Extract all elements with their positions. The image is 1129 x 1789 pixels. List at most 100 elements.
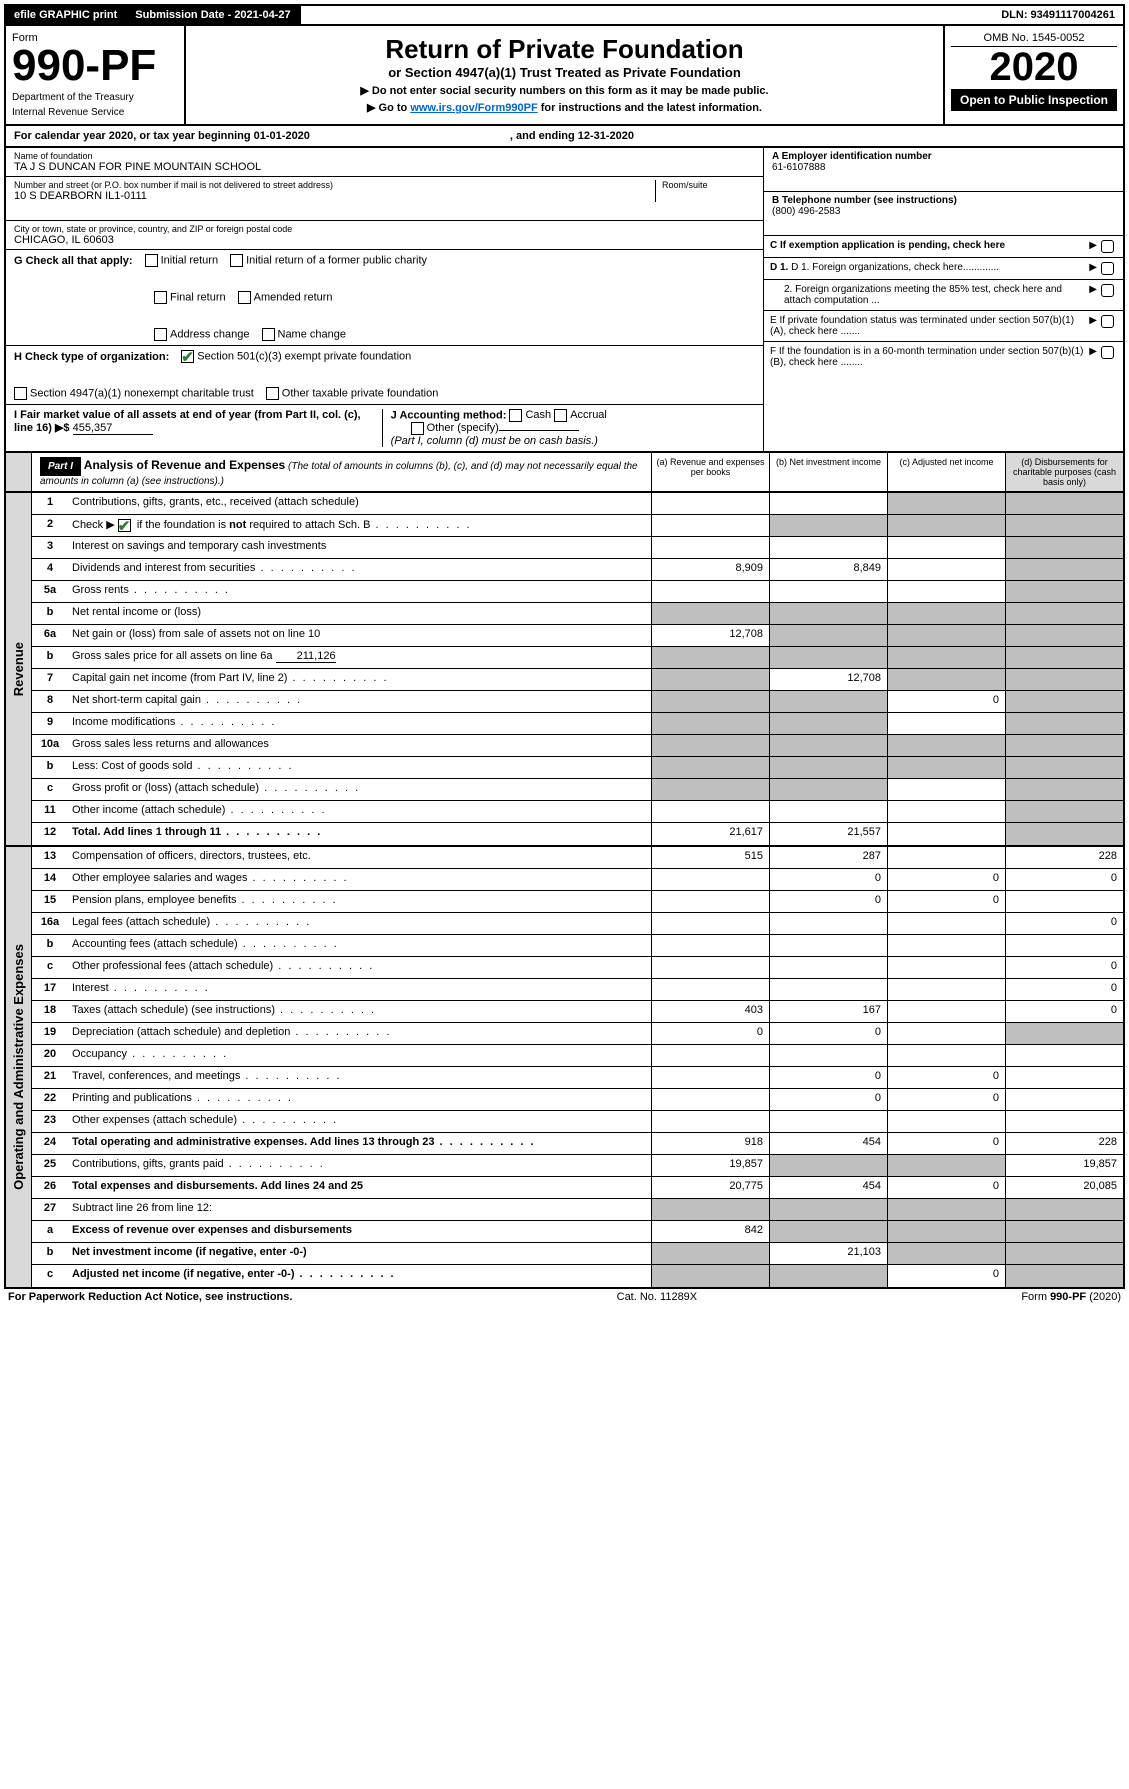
address-cell: Number and street (or P.O. box number if… (6, 177, 763, 221)
table-row: 6aNet gain or (loss) from sale of assets… (32, 625, 1123, 647)
arrow-icon: ▶ (1089, 262, 1097, 273)
row-desc: Gross profit or (loss) (attach schedule) (68, 779, 651, 800)
c-checkbox[interactable] (1101, 240, 1114, 253)
table-row: 22Printing and publications00 (32, 1089, 1123, 1111)
table-cell (1005, 1023, 1123, 1044)
table-cell (887, 979, 1005, 1000)
g-opt-initial[interactable]: Initial return (145, 254, 218, 267)
table-cell (887, 493, 1005, 514)
d1-label: D 1. D 1. Foreign organizations, check h… (770, 262, 1085, 273)
h-opt-4947[interactable]: Section 4947(a)(1) nonexempt charitable … (14, 387, 254, 400)
form-ref: Form 990-PF (2020) (1021, 1291, 1121, 1303)
table-row: 7Capital gain net income (from Part IV, … (32, 669, 1123, 691)
ein-cell: A Employer identification number 61-6107… (764, 148, 1123, 192)
table-cell (1005, 691, 1123, 712)
table-cell (651, 1045, 769, 1066)
j-accrual[interactable]: Accrual (554, 409, 607, 421)
h-opt-other[interactable]: Other taxable private foundation (266, 387, 439, 400)
table-cell (887, 957, 1005, 978)
header-center: Return of Private Foundation or Section … (186, 26, 943, 124)
arrow-icon: ▶ (1089, 346, 1097, 357)
table-cell (1005, 1243, 1123, 1264)
row-desc: Interest on savings and temporary cash i… (68, 537, 651, 558)
d1-row: D 1. D 1. Foreign organizations, check h… (764, 258, 1123, 280)
foundation-name: TA J S DUNCAN FOR PINE MOUNTAIN SCHOOL (14, 161, 755, 173)
row-number: 1 (32, 493, 68, 514)
revenue-rows: 1Contributions, gifts, grants, etc., rec… (32, 493, 1123, 845)
row-desc: Printing and publications (68, 1089, 651, 1110)
row-desc: Dividends and interest from securities (68, 559, 651, 580)
table-cell: 167 (769, 1001, 887, 1022)
row-number: 10a (32, 735, 68, 756)
row-desc: Total. Add lines 1 through 11 (68, 823, 651, 845)
row-desc: Net investment income (if negative, ente… (68, 1243, 651, 1264)
g-opt-amended[interactable]: Amended return (238, 291, 333, 304)
table-cell: 0 (887, 1067, 1005, 1088)
table-row: 9Income modifications (32, 713, 1123, 735)
table-row: 1Contributions, gifts, grants, etc., rec… (32, 493, 1123, 515)
table-cell (651, 581, 769, 602)
row-number: b (32, 757, 68, 778)
e-label: E If private foundation status was termi… (770, 315, 1085, 337)
table-cell: 20,775 (651, 1177, 769, 1198)
table-cell: 0 (887, 891, 1005, 912)
row-desc: Other expenses (attach schedule) (68, 1111, 651, 1132)
table-cell (769, 603, 887, 624)
arrow-icon: ▶ (1089, 284, 1097, 295)
table-cell (887, 1001, 1005, 1022)
table-cell: 0 (769, 1023, 887, 1044)
i-label: I Fair market value of all assets at end… (14, 409, 361, 434)
g-opt-final[interactable]: Final return (154, 291, 226, 304)
h-opt-501c3[interactable]: Section 501(c)(3) exempt private foundat… (181, 350, 411, 363)
f-checkbox[interactable] (1101, 346, 1114, 359)
cat-no: Cat. No. 11289X (617, 1291, 698, 1303)
col-d-header: (d) Disbursements for charitable purpose… (1005, 453, 1123, 491)
table-cell (651, 979, 769, 1000)
part1-header-row: Part I Analysis of Revenue and Expenses … (4, 453, 1125, 493)
row-number: 7 (32, 669, 68, 690)
table-cell (769, 647, 887, 668)
table-row: 13Compensation of officers, directors, t… (32, 847, 1123, 869)
table-cell: 19,857 (1005, 1155, 1123, 1176)
name-label: Name of foundation (14, 151, 755, 161)
table-cell (769, 625, 887, 646)
table-cell (651, 891, 769, 912)
table-cell (1005, 1045, 1123, 1066)
table-cell (887, 1221, 1005, 1242)
row-number: b (32, 647, 68, 668)
row-desc: Total operating and administrative expen… (68, 1133, 651, 1154)
row-number: 17 (32, 979, 68, 1000)
table-cell (1005, 935, 1123, 956)
row-number: b (32, 603, 68, 624)
g-opt-addrchange[interactable]: Address change (154, 328, 250, 341)
d1-checkbox[interactable] (1101, 262, 1114, 275)
table-cell (769, 913, 887, 934)
row-desc: Less: Cost of goods sold (68, 757, 651, 778)
table-cell: 0 (1005, 913, 1123, 934)
row-desc: Income modifications (68, 713, 651, 734)
table-cell (1005, 735, 1123, 756)
g-opt-former[interactable]: Initial return of a former public charit… (230, 254, 427, 267)
table-cell (769, 801, 887, 822)
table-cell: 0 (769, 1089, 887, 1110)
d2-checkbox[interactable] (1101, 284, 1114, 297)
table-cell: 0 (1005, 869, 1123, 890)
table-cell (1005, 603, 1123, 624)
irs-link[interactable]: www.irs.gov/Form990PF (410, 102, 537, 114)
e-checkbox[interactable] (1101, 315, 1114, 328)
row-desc: Gross rents (68, 581, 651, 602)
table-cell (769, 1199, 887, 1220)
table-cell: 0 (887, 1089, 1005, 1110)
row-number: 25 (32, 1155, 68, 1176)
table-row: 20Occupancy (32, 1045, 1123, 1067)
table-cell (1005, 1199, 1123, 1220)
cy-end: , and ending 12-31-2020 (510, 130, 634, 142)
table-cell (651, 1067, 769, 1088)
table-cell: 0 (769, 1067, 887, 1088)
g-opt-namechange[interactable]: Name change (262, 328, 347, 341)
table-cell (1005, 1221, 1123, 1242)
calendar-year-row: For calendar year 2020, or tax year begi… (4, 126, 1125, 148)
j-other[interactable]: Other (specify) (411, 422, 499, 434)
row-desc: Other employee salaries and wages (68, 869, 651, 890)
j-cash[interactable]: Cash (509, 409, 551, 421)
